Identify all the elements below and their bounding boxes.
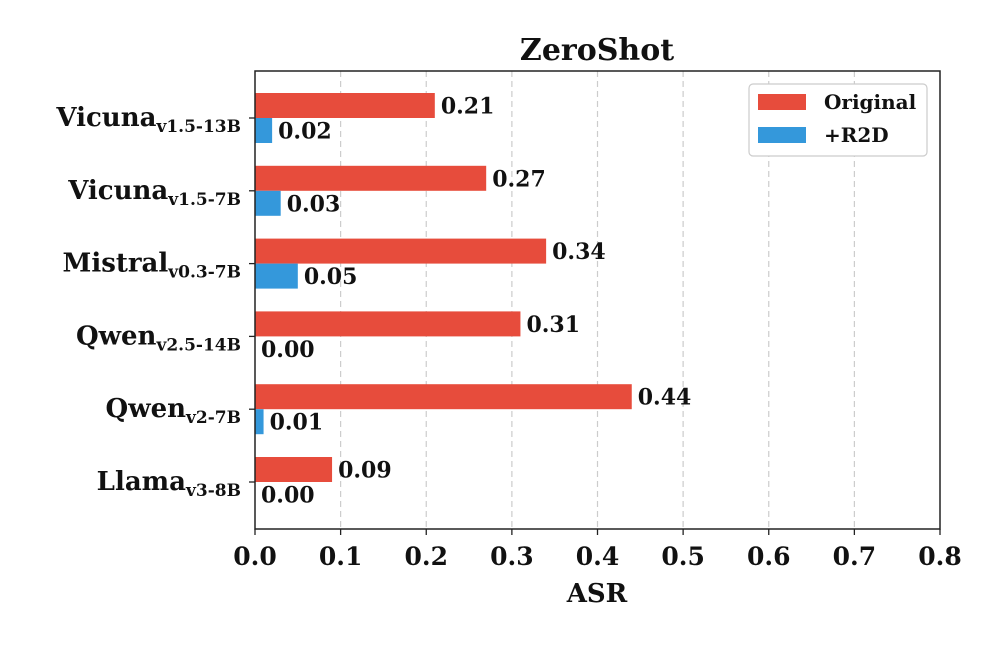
y-tick-label: Mistralv0.3-7B <box>63 249 241 283</box>
model-name: Qwen <box>76 321 157 351</box>
y-tick-label: Qwenv2-7B <box>106 394 241 428</box>
bar-original <box>255 238 547 264</box>
data-label: 0.03 <box>287 191 341 217</box>
model-name: Qwen <box>106 394 187 424</box>
data-label: 0.34 <box>552 239 606 265</box>
data-label: 0.09 <box>338 458 392 484</box>
x-tick-label: 0.5 <box>661 542 705 571</box>
x-tick-label: 0.6 <box>747 542 791 571</box>
legend-swatch <box>758 127 806 143</box>
model-version: v1.5-13B <box>155 117 241 137</box>
plot-frame <box>254 70 941 530</box>
y-tick-label: Vicunav1.5-7B <box>67 176 241 210</box>
data-label: 0.02 <box>278 119 332 145</box>
bar-r2d <box>255 409 264 435</box>
x-tick-label: 0.2 <box>405 542 449 571</box>
data-label: 0.00 <box>261 337 315 363</box>
bar-original <box>255 457 333 482</box>
bar-original <box>255 165 487 191</box>
x-tick-label: 0.3 <box>490 542 534 571</box>
x-tick-label: 0.4 <box>576 542 620 571</box>
model-name: Vicuna <box>55 103 156 133</box>
data-label: 0.21 <box>441 94 495 120</box>
bar-r2d <box>255 118 273 143</box>
model-version: v2-7B <box>185 408 241 428</box>
model-version: v0.3-7B <box>167 263 241 283</box>
y-tick-label: Qwenv2.5-14B <box>76 321 241 355</box>
bar-r2d <box>255 263 298 289</box>
legend-label: Original <box>824 90 917 114</box>
data-label: 0.01 <box>270 410 324 436</box>
x-tick-label: 0.1 <box>319 542 363 571</box>
x-tick-label: 0.0 <box>233 542 277 571</box>
bar-original <box>255 384 632 410</box>
model-version: v2.5-14B <box>155 335 241 355</box>
data-label: 0.44 <box>638 385 692 411</box>
model-version: v1.5-7B <box>167 190 241 210</box>
x-axis-label: ASR <box>566 579 628 609</box>
data-label: 0.00 <box>261 483 315 509</box>
model-name: Llama <box>97 467 187 497</box>
x-tick-label: 0.8 <box>918 542 962 571</box>
bar-original <box>255 93 435 118</box>
y-tick-label: Llamav3-8B <box>97 467 241 501</box>
chart-title: ZeroShot <box>520 33 674 68</box>
legend: Original +R2D <box>748 83 928 157</box>
legend-label: +R2D <box>824 123 889 147</box>
y-tick-label: Vicunav1.5-13B <box>55 103 241 137</box>
data-label: 0.27 <box>492 166 546 192</box>
model-name: Vicuna <box>67 176 168 206</box>
legend-swatch <box>758 94 806 110</box>
bar-r2d <box>255 190 281 216</box>
bar-original <box>255 311 521 337</box>
x-tick-label: 0.7 <box>833 542 877 571</box>
model-version: v3-8B <box>185 481 241 501</box>
data-label: 0.31 <box>526 312 580 338</box>
data-label: 0.05 <box>304 264 358 290</box>
model-name: Mistral <box>63 249 169 279</box>
